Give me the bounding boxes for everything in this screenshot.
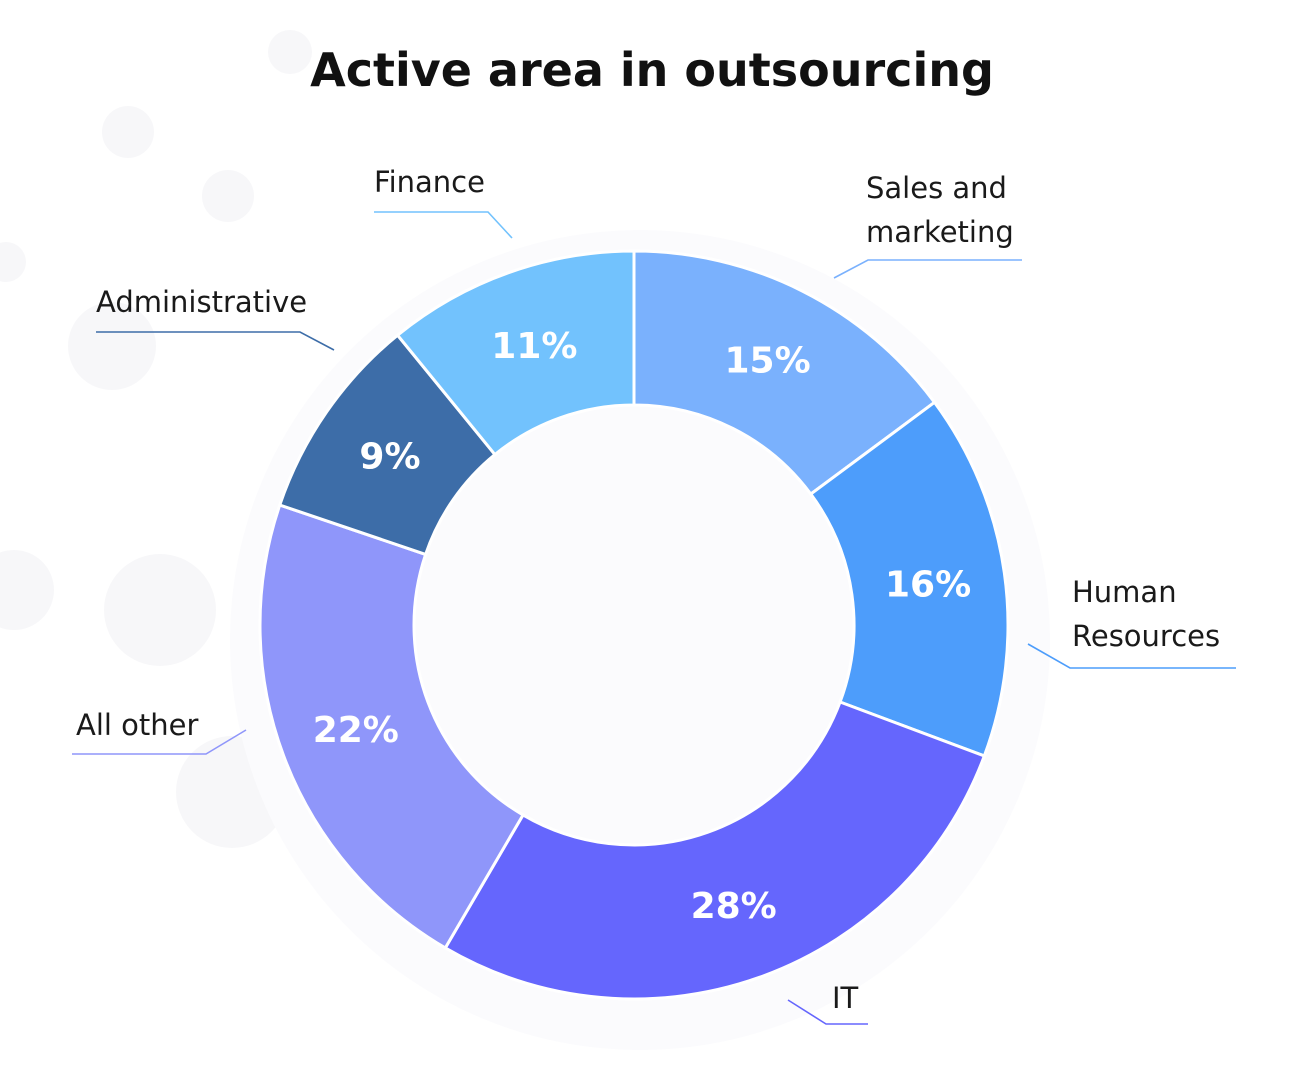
donut-slices bbox=[258, 249, 1010, 1001]
leader-line-finance bbox=[374, 211, 513, 239]
slice-value-labels: 15% 16% 28% 22% 9% 11% bbox=[313, 326, 971, 927]
category-label-it: IT bbox=[832, 981, 859, 1015]
slice-it bbox=[443, 700, 987, 1001]
slice-sales-and-marketing bbox=[632, 249, 937, 497]
slice-human-resources bbox=[808, 400, 1010, 758]
value-label-all-other: 22% bbox=[313, 710, 399, 751]
value-label-finance: 11% bbox=[491, 326, 577, 367]
value-label-it: 28% bbox=[691, 886, 777, 927]
label-leader-lines bbox=[72, 211, 1236, 1025]
value-label-administrative: 9% bbox=[359, 437, 420, 478]
value-label-human-resources: 16% bbox=[885, 565, 971, 606]
category-label-administrative: Administrative bbox=[96, 285, 307, 319]
leader-line-sales-and-marketing bbox=[833, 259, 1022, 279]
category-label-all-other: All other bbox=[76, 708, 199, 742]
leader-line-all-other bbox=[72, 729, 247, 755]
slice-finance bbox=[395, 249, 636, 457]
category-label-human-resources: Human Resources bbox=[1072, 575, 1220, 653]
leader-line-human-resources bbox=[1027, 643, 1236, 669]
category-labels: Sales and marketing Human Resources IT All ot… bbox=[76, 165, 1220, 1015]
leader-line-it bbox=[787, 999, 868, 1025]
category-label-sales-and-marketing: Sales and marketing bbox=[866, 171, 1014, 249]
value-label-sales-and-marketing: 15% bbox=[725, 341, 811, 382]
chart-title: Active area in outsourcing bbox=[310, 43, 994, 97]
leader-line-administrative bbox=[96, 331, 335, 351]
slice-all-other bbox=[258, 503, 526, 950]
category-label-finance: Finance bbox=[374, 165, 485, 199]
